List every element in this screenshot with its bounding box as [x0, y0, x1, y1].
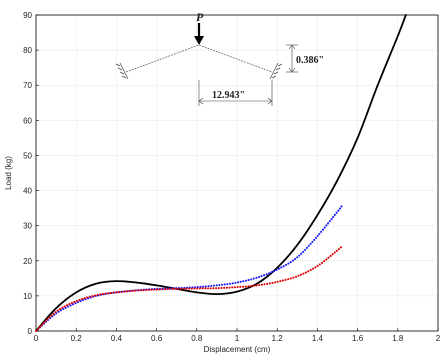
y-tick-label: 30: [23, 222, 32, 231]
y-tick-label: 20: [23, 257, 32, 266]
y-tick-label: 50: [23, 151, 32, 160]
span-dimension: [198, 80, 273, 106]
x-tick-label: 1.8: [392, 334, 404, 343]
span-dimension-label: 12.943": [212, 90, 245, 101]
x-tick-label: 0.2: [71, 334, 83, 343]
x-tick-label: 0.6: [151, 334, 163, 343]
series-line-2: [35, 205, 343, 332]
y-tick-label: 40: [23, 187, 32, 196]
y-tick-label: 60: [23, 116, 32, 125]
grid-lines: [36, 15, 438, 331]
x-tick-label: 0.4: [111, 334, 123, 343]
x-tick-label: 0.8: [191, 334, 203, 343]
x-axis-label: Displacement (cm): [204, 345, 271, 354]
series-layer: [35, 14, 407, 332]
x-axis-ticks: 0 0.2 0.4 0.6 0.8 1 1.2 1.4 1.6 1.8 2: [34, 328, 441, 343]
load-symbol-label: P: [196, 10, 204, 24]
x-tick-label: 1.6: [352, 334, 364, 343]
y-axis-label: Load (kg): [4, 156, 13, 190]
y-tick-label: 90: [23, 11, 32, 20]
beam-schematic: P 0.386" 12.943": [115, 10, 324, 106]
x-tick-label: 1.2: [272, 334, 284, 343]
y-tick-label: 80: [23, 46, 32, 55]
arch-left-member: [125, 44, 200, 73]
series-line-1: [35, 14, 407, 332]
x-tick-label: 1: [235, 334, 240, 343]
load-arrow: [194, 23, 204, 45]
y-tick-label: 10: [23, 292, 32, 301]
y-tick-label: 0: [28, 327, 33, 336]
x-tick-label: 2: [436, 334, 441, 343]
arch-right-member: [198, 44, 273, 73]
x-tick-label: 0: [34, 334, 39, 343]
right-support-hatch: [269, 62, 283, 80]
left-support-hatch: [115, 62, 129, 80]
x-tick-label: 1.4: [312, 334, 324, 343]
height-dimension: [286, 44, 298, 73]
height-dimension-label: 0.386": [296, 55, 324, 66]
series-line-3: [35, 245, 343, 332]
y-tick-label: 70: [23, 81, 32, 90]
y-axis-ticks: 0 10 20 30 40 50 60 70 80 90: [23, 11, 39, 336]
